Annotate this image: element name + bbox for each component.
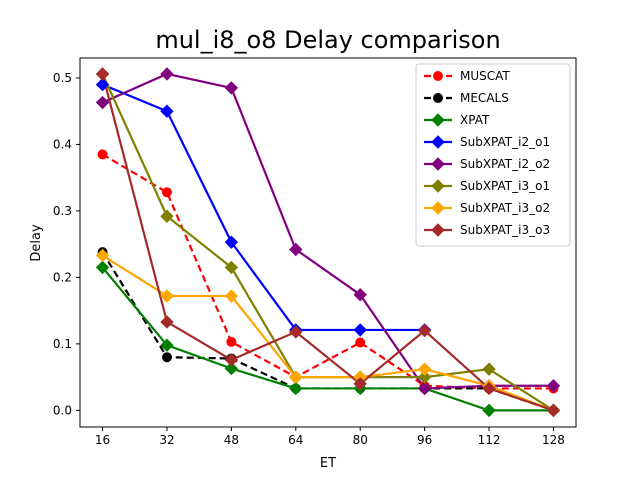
legend-label-subxpat-i3-o3: SubXPAT_i3_o3 xyxy=(460,223,550,237)
legend-marker-muscat xyxy=(433,71,443,81)
series-line-subxpat-i3-o2 xyxy=(101,254,554,412)
y-tick-label: 0.1 xyxy=(53,337,72,351)
legend-box xyxy=(415,63,571,247)
data-point-subxpat-i3-o1 xyxy=(482,362,496,376)
y-tick-label: 0.0 xyxy=(53,403,72,417)
legend-label-muscat: MUSCAT xyxy=(460,69,510,83)
y-axis-ticks: 0.0 0.1 0.2 0.3 0.4 0.5 xyxy=(53,71,80,417)
x-tick-label: 48 xyxy=(224,433,239,447)
legend-label-subxpat-i2-o2: SubXPAT_i2_o2 xyxy=(460,157,550,171)
plot-frame xyxy=(79,57,577,428)
legend-marker-xpat xyxy=(431,113,445,127)
legend-label-subxpat-i3-o1: SubXPAT_i3_o1 xyxy=(460,179,550,193)
data-point-muscat xyxy=(226,336,237,347)
data-point-subxpat-i3-o2 xyxy=(224,289,239,303)
data-point-mecals xyxy=(161,352,172,363)
legend-marker-subxpat-i2-o1 xyxy=(431,135,445,149)
data-point-xpat xyxy=(224,361,239,376)
x-axis-ticks: 16 32 48 64 80 96 112 128 xyxy=(95,427,565,447)
legend-label-mecals: MECALS xyxy=(460,91,509,105)
data-point-subxpat-i3-o1 xyxy=(417,370,432,384)
series-markers xyxy=(95,67,561,418)
y-tick-label: 0.5 xyxy=(53,71,72,85)
data-point-subxpat-i3-o3 xyxy=(353,377,367,391)
data-point-subxpat-i3-o3 xyxy=(417,323,432,338)
data-point-muscat xyxy=(355,337,366,348)
y-tick-label: 0.2 xyxy=(53,270,72,284)
data-point-subxpat-i2-o1 xyxy=(95,77,110,92)
series-line-subxpat-i2-o1 xyxy=(102,83,425,332)
data-point-subxpat-i2-o2 xyxy=(417,381,432,396)
series-line-subxpat-i3-o3 xyxy=(101,73,554,412)
data-point-muscat xyxy=(97,149,108,160)
data-point-subxpat-i2-o1 xyxy=(160,104,174,118)
x-tick-label: 16 xyxy=(95,433,110,447)
data-point-subxpat-i3-o3 xyxy=(289,325,303,339)
data-point-subxpat-i2-o1 xyxy=(353,323,367,337)
data-point-subxpat-i3-o2 xyxy=(95,248,110,263)
legend-marker-subxpat-i2-o2 xyxy=(431,157,445,171)
data-point-subxpat-i3-o3 xyxy=(482,381,496,396)
legend-label-xpat: XPAT xyxy=(460,113,490,127)
data-point-xpat xyxy=(482,403,496,418)
chart-title: mul_i8_o8 Delay comparison xyxy=(155,26,500,54)
legend-marker-subxpat-i3-o2 xyxy=(431,201,445,215)
legend-marker-subxpat-i3-o1 xyxy=(431,179,445,193)
legend: MUSCAT MECALS XPAT SubXPAT_i2_o1 SubXPAT_i2_… xyxy=(415,63,571,247)
legend-label-subxpat-i2-o1: SubXPAT_i2_o1 xyxy=(460,135,550,149)
data-point-subxpat-i2-o2 xyxy=(95,95,110,110)
x-tick-label: 96 xyxy=(417,433,432,447)
data-point-subxpat-i3-o3 xyxy=(95,67,110,81)
series-lines xyxy=(101,72,555,412)
data-point-subxpat-i2-o2 xyxy=(160,67,174,81)
data-point-xpat xyxy=(95,260,110,275)
data-point-subxpat-i2-o1 xyxy=(224,235,239,249)
legend-marker-mecals xyxy=(433,93,443,103)
data-point-subxpat-i3-o2 xyxy=(289,370,303,384)
data-point-xpat xyxy=(160,338,174,352)
x-tick-label: 32 xyxy=(159,433,174,447)
series-line-muscat xyxy=(101,153,554,390)
x-tick-label: 64 xyxy=(288,433,303,447)
x-tick-label: 112 xyxy=(478,433,501,447)
series-line-xpat xyxy=(101,266,554,412)
data-point-subxpat-i3-o2 xyxy=(160,289,174,303)
data-point-subxpat-i3-o3 xyxy=(546,403,561,418)
data-point-subxpat-i3-o1 xyxy=(160,209,174,223)
data-point-subxpat-i3-o3 xyxy=(224,353,239,367)
data-point-subxpat-i2-o2 xyxy=(289,242,303,257)
x-tick-label: 80 xyxy=(353,433,368,447)
data-point-subxpat-i3-o2 xyxy=(417,362,432,376)
data-point-muscat xyxy=(161,187,172,198)
data-point-subxpat-i2-o2 xyxy=(546,379,561,393)
data-point-subxpat-i3-o1 xyxy=(224,260,239,275)
data-point-subxpat-i2-o2 xyxy=(224,81,239,95)
x-tick-label: 128 xyxy=(542,433,565,447)
data-point-xpat xyxy=(289,381,303,396)
legend-label-subxpat-i3-o2: SubXPAT_i3_o2 xyxy=(460,201,550,215)
y-tick-label: 0.4 xyxy=(53,137,72,151)
y-tick-label: 0.3 xyxy=(53,204,72,218)
series-line-subxpat-i2-o2 xyxy=(102,72,554,390)
data-point-subxpat-i3-o3 xyxy=(160,315,174,329)
y-axis-label: Delay xyxy=(29,224,44,262)
data-point-subxpat-i2-o2 xyxy=(353,287,367,302)
x-axis-label: ET xyxy=(320,456,336,471)
legend-marker-subxpat-i3-o3 xyxy=(431,223,445,237)
